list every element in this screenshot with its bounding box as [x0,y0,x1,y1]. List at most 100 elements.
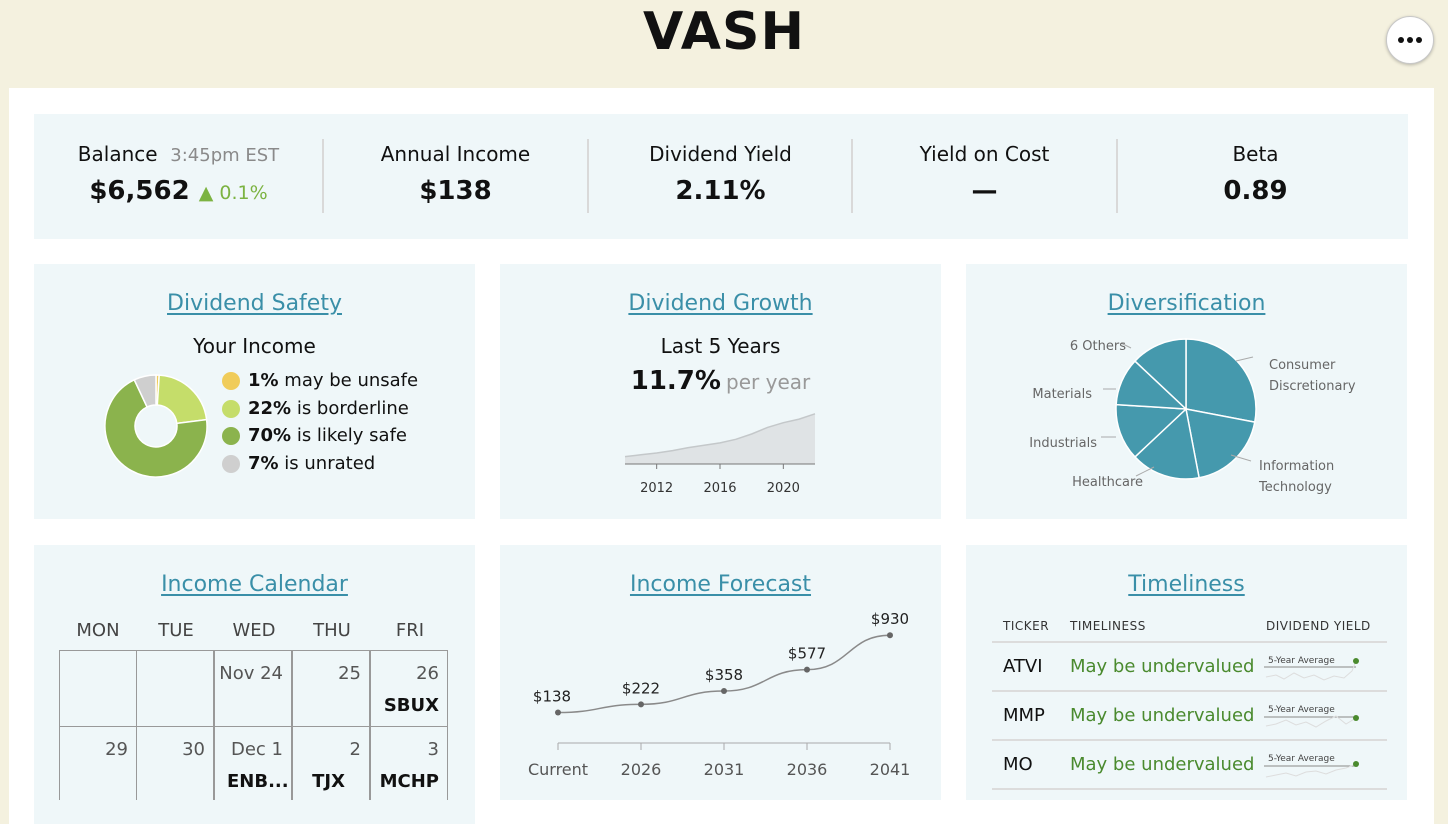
legend-label: is unrated [284,453,376,474]
col-header-ticker: TICKER [1003,619,1050,633]
legend-pct: 1% [248,370,279,391]
table-row[interactable]: MO May be undervalued 5-Year Average [992,741,1387,790]
forecast-point [638,701,644,708]
spark-label: 5-Year Average [1268,705,1335,715]
safe-dot-icon [222,426,240,445]
calendar-day[interactable]: 25 [292,650,370,727]
forecast-data-label: $930 [871,610,909,628]
calendar-day[interactable]: 26 SBUX [370,650,448,727]
legend-item-unsafe: 1% may be unsafe [222,370,418,391]
row-ticker[interactable]: ATVI [1003,656,1043,677]
more-dot [1407,37,1413,43]
legend-pct: 7% [248,453,279,474]
x-tick-label: 2026 [621,760,662,779]
day-ticker[interactable]: MCHP [379,771,439,792]
more-options-button[interactable] [1386,16,1434,64]
divider [1116,139,1118,213]
dividend-growth-link[interactable]: Dividend Growth [628,291,813,316]
spark-label: 5-Year Average [1268,656,1335,666]
diversification-link[interactable]: Diversification [1107,291,1266,316]
timeliness-link[interactable]: Timeliness [1128,572,1245,597]
income-calendar-link[interactable]: Income Calendar [161,572,348,597]
col-header-timeliness: TIMELINESS [1070,619,1146,633]
row-ticker[interactable]: MO [1003,754,1033,775]
day-ticker[interactable]: ENB... [227,771,289,792]
beta-label: Beta [1232,142,1279,166]
unrated-dot-icon [222,454,240,473]
annual-income-value: $138 [419,176,492,206]
beta-value: 0.89 [1223,176,1288,206]
dividend-yield-value: 2.11% [675,176,766,206]
spark-label: 5-Year Average [1268,754,1335,764]
legend-text: 22% is borderline [248,398,409,419]
table-row[interactable]: ATVI May be undervalued 5-Year Average [992,643,1387,692]
dividend-safety-card: Dividend Safety Your Income 1% may be un… [34,264,475,519]
calendar-day[interactable]: 2 TJX [292,726,370,800]
row-timeliness: May be undervalued [1070,656,1255,677]
table-row[interactable]: MMP May be undervalued 5-Year Average [992,692,1387,741]
calendar-day[interactable]: Nov 24 [214,650,292,727]
calendar-day[interactable]: 3 MCHP [370,726,448,800]
yield-sparkline: 5-Year Average [1264,754,1359,778]
yield-on-cost-stat: Yield on Cost — [853,114,1116,239]
day-ticker[interactable]: TJX [312,771,345,792]
x-tick-label: 2041 [870,760,911,779]
calendar-day[interactable]: 29 [59,726,137,800]
day-date: 29 [105,739,128,760]
legend-pct: 70% [248,425,292,446]
label-industrials: Industrials [1029,436,1097,451]
x-tick-label: 2036 [787,760,828,779]
income-calendar-card: Income Calendar MON TUE WED THU FRI Nov … [34,545,475,824]
balance-value-row: $6,562 ▲ 0.1% [34,176,323,206]
row-ticker[interactable]: MMP [1003,705,1045,726]
legend-label: may be unsafe [284,370,419,391]
row-timeliness: May be undervalued [1070,754,1255,775]
day-date: 25 [338,663,361,684]
growth-rate: 11.7% [630,366,721,396]
growth-rate-row: 11.7% per year [500,366,941,396]
calendar-day[interactable] [59,650,137,727]
income-forecast-link[interactable]: Income Forecast [629,572,812,597]
calendar-day[interactable] [136,650,214,727]
safety-subtitle-wrap: Your Income [34,334,475,358]
legend-pct: 22% [248,398,292,419]
dividend-growth-chart: 2012 2016 2020 [624,413,816,496]
annual-income-label: Annual Income [380,142,531,166]
balance-stat: Balance 3:45pm EST $6,562 ▲ 0.1% [34,114,323,239]
more-dot [1416,37,1422,43]
forecast-data-label: $358 [705,666,743,684]
dashboard-panel: Balance 3:45pm EST $6,562 ▲ 0.1% Annual … [9,88,1434,824]
label-it-1: Information [1259,459,1334,474]
safety-donut-chart [104,374,208,478]
forecast-data-label: $138 [533,688,571,706]
borderline-dot-icon [222,399,240,418]
day-ticker[interactable]: SBUX [383,695,439,716]
yield-sparkline: 5-Year Average [1264,656,1359,681]
calendar-day[interactable]: Dec 1 ENB... [214,726,292,800]
day-header: TUE [158,620,194,641]
label-consumer-1: Consumer [1269,358,1336,373]
leader-line [1120,342,1132,349]
day-date: 2 [349,739,361,760]
day-date: Nov 24 [219,663,283,684]
slice-safe [104,378,208,478]
calendar-day[interactable]: 30 [136,726,214,800]
forecast-point [555,709,561,716]
balance-label-row: Balance 3:45pm EST [34,142,323,166]
dividend-safety-link[interactable]: Dividend Safety [167,291,342,316]
table-divider [992,641,1387,643]
unsafe-dot-icon [222,371,240,390]
growth-subtitle: Last 5 Years [660,334,781,358]
x-tick-label: Current [528,760,588,779]
yield-sparkline: 5-Year Average [1264,705,1359,728]
dividend-yield-label: Dividend Yield [649,142,792,166]
growth-line [624,413,816,458]
page-title: VASH [643,2,805,62]
yield-on-cost-label: Yield on Cost [919,142,1050,166]
day-header: THU [313,620,351,641]
slice-unrated [133,374,157,408]
safety-subtitle: Your Income [193,334,316,358]
diversification-card: Diversification 6 Others Consumer Discre… [966,264,1407,519]
leader-line [1135,466,1155,477]
label-consumer-2: Discretionary [1269,379,1356,394]
